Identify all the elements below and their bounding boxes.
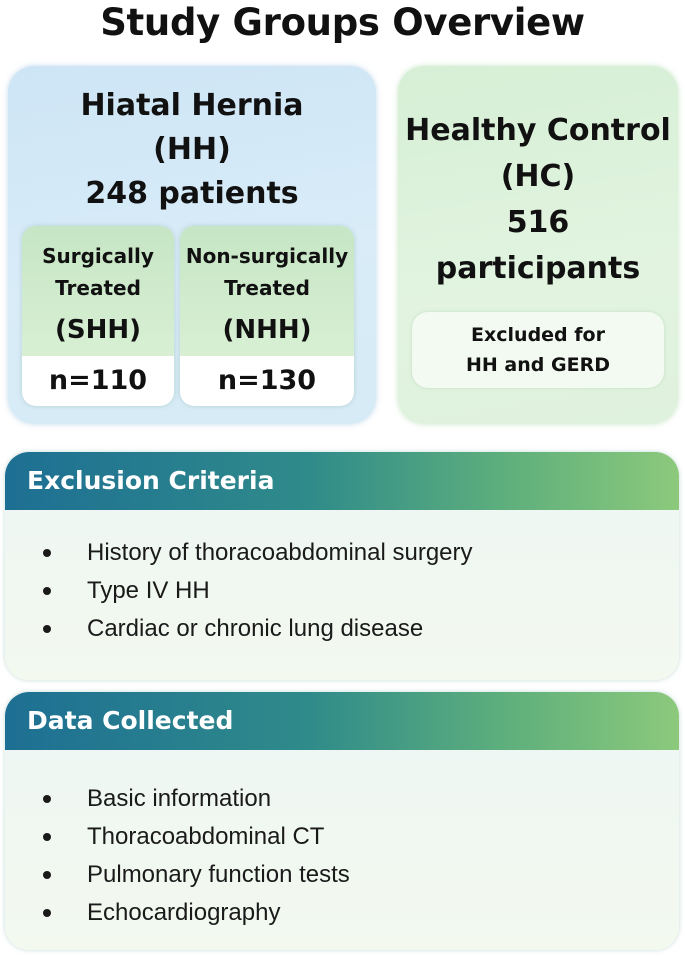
subgroup-nhh-header: Non-surgically Treated (NHH) [180,226,354,356]
subgroup-shh-name: Surgically Treated [22,240,174,304]
subgroup-shh: Surgically Treated (SHH) n=110 [22,226,174,406]
subgroup-shh-line2: Treated [55,276,141,300]
exclusion-criteria-title: Exclusion Criteria [27,466,275,495]
subgroup-nhh-name: Non-surgically Treated [180,240,354,304]
data-collected-header: Data Collected [5,692,679,750]
subgroup-nhh: Non-surgically Treated (NHH) n=130 [180,226,354,406]
hh-name: Hiatal Hernia [80,88,304,123]
bullet-icon [43,795,51,803]
list-item: History of thoracoabdominal surgery [35,534,473,572]
hc-abbr: (HC) [500,159,576,194]
list-item: Cardiac or chronic lung disease [35,610,473,648]
bullet-icon [43,833,51,841]
subgroup-shh-count: n=110 [48,365,148,396]
data-collected-title: Data Collected [27,706,234,735]
bullet-icon [43,587,51,595]
hc-note-line1: Excluded for [471,324,605,346]
subgroup-shh-header: Surgically Treated (SHH) [22,226,174,356]
subgroup-nhh-line2: Treated [224,276,310,300]
hc-count-number: 516 [506,205,570,240]
data-item-text: Pulmonary function tests [87,861,350,888]
exclusion-item-text: Type IV HH [87,577,210,604]
data-item-text: Thoracoabdominal CT [87,823,325,850]
exclusion-criteria-list: History of thoracoabdominal surgery Type… [35,534,473,648]
healthy-control-panel: Healthy Control (HC) 516 participants Ex… [398,66,678,424]
data-collected-card: Data Collected Basic information Thoraco… [5,692,679,950]
hh-abbr: (HH) [153,132,231,167]
exclusion-criteria-header: Exclusion Criteria [5,452,679,510]
hh-count: 248 patients [85,176,299,211]
hc-count-label: participants [435,251,641,286]
exclusion-item-text: Cardiac or chronic lung disease [87,615,424,642]
exclusion-criteria-card: Exclusion Criteria History of thoracoabd… [5,452,679,680]
hc-name: Healthy Control [405,113,671,148]
list-item: Basic information [35,780,350,818]
hc-note-line2: HH and GERD [466,354,610,376]
subgroup-nhh-abbr: (NHH) [222,315,312,345]
hc-exclusion-note: Excluded for HH and GERD [412,312,664,388]
bullet-icon [43,549,51,557]
hc-heading: Healthy Control (HC) 516 participants [398,108,678,292]
bullet-icon [43,871,51,879]
hiatal-hernia-panel: Hiatal Hernia (HH) 248 patients Surgical… [8,66,376,424]
subgroup-nhh-line1: Non-surgically [185,244,349,268]
hh-heading: Hiatal Hernia (HH) 248 patients [8,84,376,216]
data-item-text: Basic information [87,785,272,812]
data-collected-list: Basic information Thoracoabdominal CT Pu… [35,780,350,932]
subgroup-shh-line1: Surgically [42,244,154,268]
bullet-icon [43,909,51,917]
exclusion-item-text: History of thoracoabdominal surgery [87,539,473,566]
data-item-text: Echocardiography [87,899,281,926]
list-item: Echocardiography [35,894,350,932]
bullet-icon [43,625,51,633]
list-item: Pulmonary function tests [35,856,350,894]
subgroup-nhh-count: n=130 [217,365,317,396]
list-item: Type IV HH [35,572,473,610]
subgroup-shh-abbr: (SHH) [54,315,141,345]
list-item: Thoracoabdominal CT [35,818,350,856]
page-title: Study Groups Overview [100,1,585,44]
